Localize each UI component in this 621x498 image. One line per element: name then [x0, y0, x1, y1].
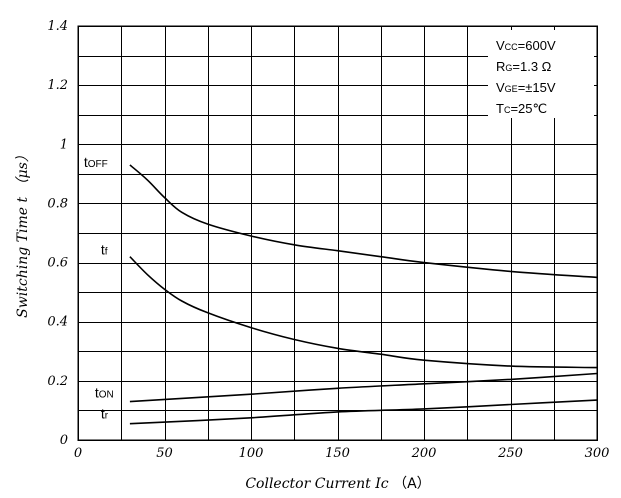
- series-label-sub: OFF: [88, 159, 108, 170]
- y-tick-label: 0.4: [47, 315, 68, 330]
- y-tick-label: 0.8: [47, 196, 68, 211]
- condition-rg: RG=1.3 Ω: [496, 59, 552, 74]
- series-label-main: t: [101, 406, 105, 422]
- series-label-tr: tr: [101, 406, 109, 422]
- condition-tc: TC=25℃: [496, 101, 547, 116]
- condition-value: =600V: [518, 38, 556, 53]
- series-label-ton: tON: [95, 385, 114, 401]
- series-label-tf: tf: [101, 242, 108, 258]
- condition-subscript: CC: [505, 42, 518, 52]
- series-label-main: t: [101, 242, 105, 258]
- condition-value: =25℃: [510, 101, 547, 116]
- series-label-sub: ON: [99, 390, 114, 401]
- condition-value: =1.3 Ω: [512, 59, 551, 74]
- series-label-main: t: [84, 154, 88, 170]
- condition-symbol: V: [496, 38, 505, 53]
- y-tick-label: 1.2: [47, 78, 68, 93]
- y-tick-label: 1: [60, 137, 68, 152]
- series-layer: [129, 164, 598, 425]
- y-tick-label: 1.4: [47, 19, 68, 34]
- condition-value: =±15V: [518, 80, 556, 95]
- y-tick-label: 0: [60, 433, 68, 448]
- series-line-tf: [129, 256, 598, 369]
- x-tick-label: 250: [497, 446, 523, 461]
- x-tick-label: 50: [156, 446, 173, 461]
- y-axis-title: Switching Time t （μs）: [15, 148, 31, 318]
- x-axis-title-unit: （A）: [393, 476, 431, 492]
- series-label-toff: tOFF: [84, 154, 108, 170]
- series-label-sub: r: [105, 411, 109, 422]
- x-tick-label: 100: [239, 446, 264, 461]
- condition-vcc: VCC=600V: [496, 38, 556, 53]
- series-label-sub: f: [105, 247, 108, 258]
- x-tick-label: 150: [325, 446, 350, 461]
- x-tick-label: 300: [585, 446, 610, 461]
- series-line-tr: [129, 399, 598, 425]
- series-line-ton: [129, 372, 598, 403]
- tick-labels: 0 50 100 150 200 250 300 0 0.2 0.4 0.6 0.8 1 1.2 1.4: [47, 19, 609, 461]
- conditions-box: VCC=600V RG=1.3 Ω VGE=±15V TC=25℃: [488, 30, 594, 118]
- condition-subscript: GE: [505, 84, 518, 94]
- x-axis-title-text: Collector Current: [245, 476, 371, 492]
- series-line-toff: [129, 164, 598, 279]
- x-axis-title: Collector Current Ic （A）: [245, 476, 430, 492]
- conditions-background: [488, 30, 594, 118]
- series-label-main: t: [95, 385, 99, 401]
- y-tick-label: 0.6: [47, 256, 68, 271]
- condition-symbol: R: [496, 59, 505, 74]
- condition-subscript: C: [504, 105, 511, 115]
- condition-symbol: V: [496, 80, 505, 95]
- plot-frame: [77, 25, 598, 441]
- condition-subscript: G: [505, 63, 512, 73]
- x-tick-label: 0: [74, 446, 82, 461]
- condition-vge: VGE=±15V: [496, 80, 556, 95]
- y-tick-label: 0.2: [47, 374, 68, 389]
- x-axis-title-symbol: Ic: [374, 476, 389, 492]
- condition-symbol: T: [496, 101, 504, 116]
- x-tick-label: 200: [411, 446, 437, 461]
